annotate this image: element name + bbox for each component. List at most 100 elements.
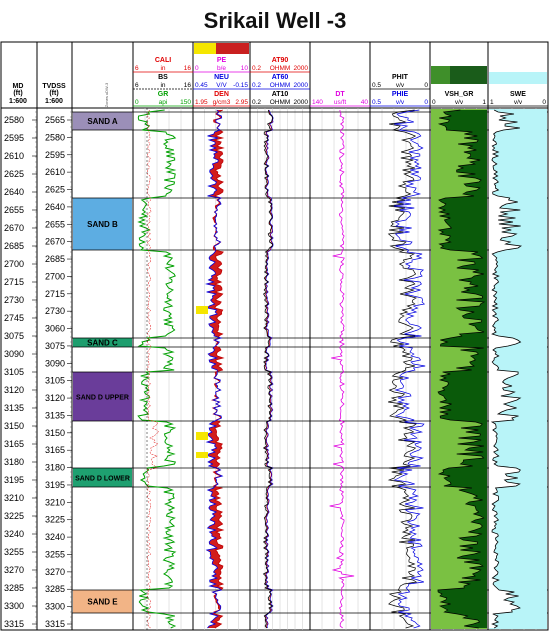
dt-curve bbox=[329, 109, 355, 629]
vsh-legend-dark bbox=[450, 66, 487, 84]
tvdss-tick-label: 3285 bbox=[45, 584, 65, 594]
curve-max: 2000 bbox=[294, 82, 309, 89]
curve-name: GR bbox=[158, 91, 169, 98]
curve-min: 0.45 bbox=[195, 82, 208, 89]
tvdss-header-scale: 1:600 bbox=[45, 98, 63, 105]
md-header-unit: (ft) bbox=[13, 90, 22, 97]
curve-name: CALI bbox=[155, 57, 171, 64]
md-tick-label: 2655 bbox=[4, 205, 24, 215]
tvdss-tick-label: 3270 bbox=[45, 567, 65, 577]
tvdss-tick-label: 2655 bbox=[45, 219, 65, 229]
curve-unit: v/v bbox=[514, 99, 523, 106]
tvdss-tick-label: 3225 bbox=[45, 515, 65, 525]
curve-unit: v/v bbox=[455, 99, 464, 106]
curve-unit: v/v bbox=[396, 99, 405, 106]
tvdss-tick-label: 3075 bbox=[45, 341, 65, 351]
zone-box bbox=[73, 468, 132, 487]
tvdss-tick-label: 3180 bbox=[45, 463, 65, 473]
zone-box bbox=[73, 372, 132, 421]
tvdss-tick-label: 3105 bbox=[45, 376, 65, 386]
shale-fill bbox=[437, 110, 487, 628]
tvdss-tick-label: 3060 bbox=[45, 324, 65, 334]
md-tick-label: 3090 bbox=[4, 349, 24, 359]
md-tick-label: 3150 bbox=[4, 421, 24, 431]
outer-frame bbox=[0, 41, 549, 631]
curve-min: 1.95 bbox=[195, 99, 208, 106]
tvdss-tick-label: 3210 bbox=[45, 497, 65, 507]
md-tick-label: 2580 bbox=[4, 115, 24, 125]
pe-yellow-patch bbox=[196, 306, 208, 314]
phie-curve bbox=[393, 109, 426, 629]
tvdss-tick-label: 3255 bbox=[45, 549, 65, 559]
zone-box bbox=[73, 590, 132, 613]
md-tick-label: 2715 bbox=[4, 277, 24, 287]
curve-min: 0.2 bbox=[252, 99, 261, 106]
curve-unit: v/v bbox=[396, 82, 405, 89]
pe-yellow-patch bbox=[196, 452, 208, 458]
md-tick-label: 3285 bbox=[4, 583, 24, 593]
md-tick-label: 2625 bbox=[4, 169, 24, 179]
curve-name: BS bbox=[158, 74, 168, 81]
md-tick-label: 3315 bbox=[4, 619, 24, 629]
curve-max: -0.15 bbox=[233, 82, 248, 89]
md-tick-label: 3210 bbox=[4, 493, 24, 503]
curve-max: 1 bbox=[482, 99, 486, 106]
curve-min: 0.2 bbox=[252, 82, 261, 89]
tvdss-tick-label: 2580 bbox=[45, 132, 65, 142]
curve-name: SWE bbox=[510, 91, 526, 98]
vsh-gr-curve bbox=[437, 109, 486, 629]
tvdss-tick-label: 2625 bbox=[45, 185, 65, 195]
pe-legend-red bbox=[216, 43, 249, 54]
zone-label: SAND B bbox=[87, 220, 118, 229]
curve-max: 16 bbox=[184, 65, 192, 72]
zone-label: SAND D LOWER bbox=[75, 476, 130, 483]
swe-curve bbox=[490, 109, 522, 629]
curve-min: 140 bbox=[312, 99, 323, 106]
at10-curve bbox=[262, 109, 274, 629]
curve-unit: OHMM bbox=[270, 65, 291, 72]
tvdss-tick-label: 3195 bbox=[45, 480, 65, 490]
tvdss-tick-label: 2595 bbox=[45, 150, 65, 160]
curve-min: 0.2 bbox=[252, 65, 261, 72]
cali-curve bbox=[146, 109, 160, 629]
tvdss-tick-label: 3240 bbox=[45, 532, 65, 542]
md-tick-label: 2730 bbox=[4, 295, 24, 305]
zone-label: SAND A bbox=[87, 117, 118, 126]
md-header-scale: 1:600 bbox=[9, 98, 27, 105]
md-tick-label: 3120 bbox=[4, 385, 24, 395]
tvdss-tick-label: 2715 bbox=[45, 289, 65, 299]
curve-unit: b/e bbox=[217, 65, 226, 72]
curve-max: 2000 bbox=[294, 99, 309, 106]
pe-legend-yellow bbox=[194, 43, 216, 54]
curve-max: 0 bbox=[424, 82, 428, 89]
md-tick-label: 3270 bbox=[4, 565, 24, 575]
curve-name: PE bbox=[217, 57, 227, 64]
curve-name: PHIT bbox=[392, 74, 409, 81]
curve-max: 0 bbox=[542, 99, 546, 106]
md-tick-label: 2595 bbox=[4, 133, 24, 143]
tvdss-tick-label: 3315 bbox=[45, 619, 65, 629]
curve-unit: in bbox=[160, 82, 165, 89]
curve-max: 2000 bbox=[294, 65, 309, 72]
curve-unit: us/ft bbox=[334, 99, 346, 106]
tvdss-tick-label: 3120 bbox=[45, 393, 65, 403]
zone-box bbox=[73, 112, 132, 130]
curve-unit: api bbox=[159, 99, 168, 106]
md-tick-label: 3225 bbox=[4, 511, 24, 521]
md-tick-label: 3300 bbox=[4, 601, 24, 611]
md-tick-label: 2670 bbox=[4, 223, 24, 233]
md-tick-label: 2700 bbox=[4, 259, 24, 269]
curve-max: 150 bbox=[180, 99, 191, 106]
curve-name: AT90 bbox=[272, 57, 289, 64]
curve-max: 2.95 bbox=[235, 99, 248, 106]
md-tick-label: 3105 bbox=[4, 367, 24, 377]
curve-max: 0 bbox=[424, 99, 428, 106]
curve-min: 6 bbox=[135, 82, 139, 89]
zone-box bbox=[73, 198, 132, 250]
md-tick-label: 3240 bbox=[4, 529, 24, 539]
zone-label: SAND E bbox=[87, 598, 118, 607]
curve-name: AT60 bbox=[272, 74, 289, 81]
tvdss-header-unit: (ft) bbox=[49, 90, 58, 97]
md-tick-label: 3255 bbox=[4, 547, 24, 557]
tvdss-tick-label: 3165 bbox=[45, 445, 65, 455]
